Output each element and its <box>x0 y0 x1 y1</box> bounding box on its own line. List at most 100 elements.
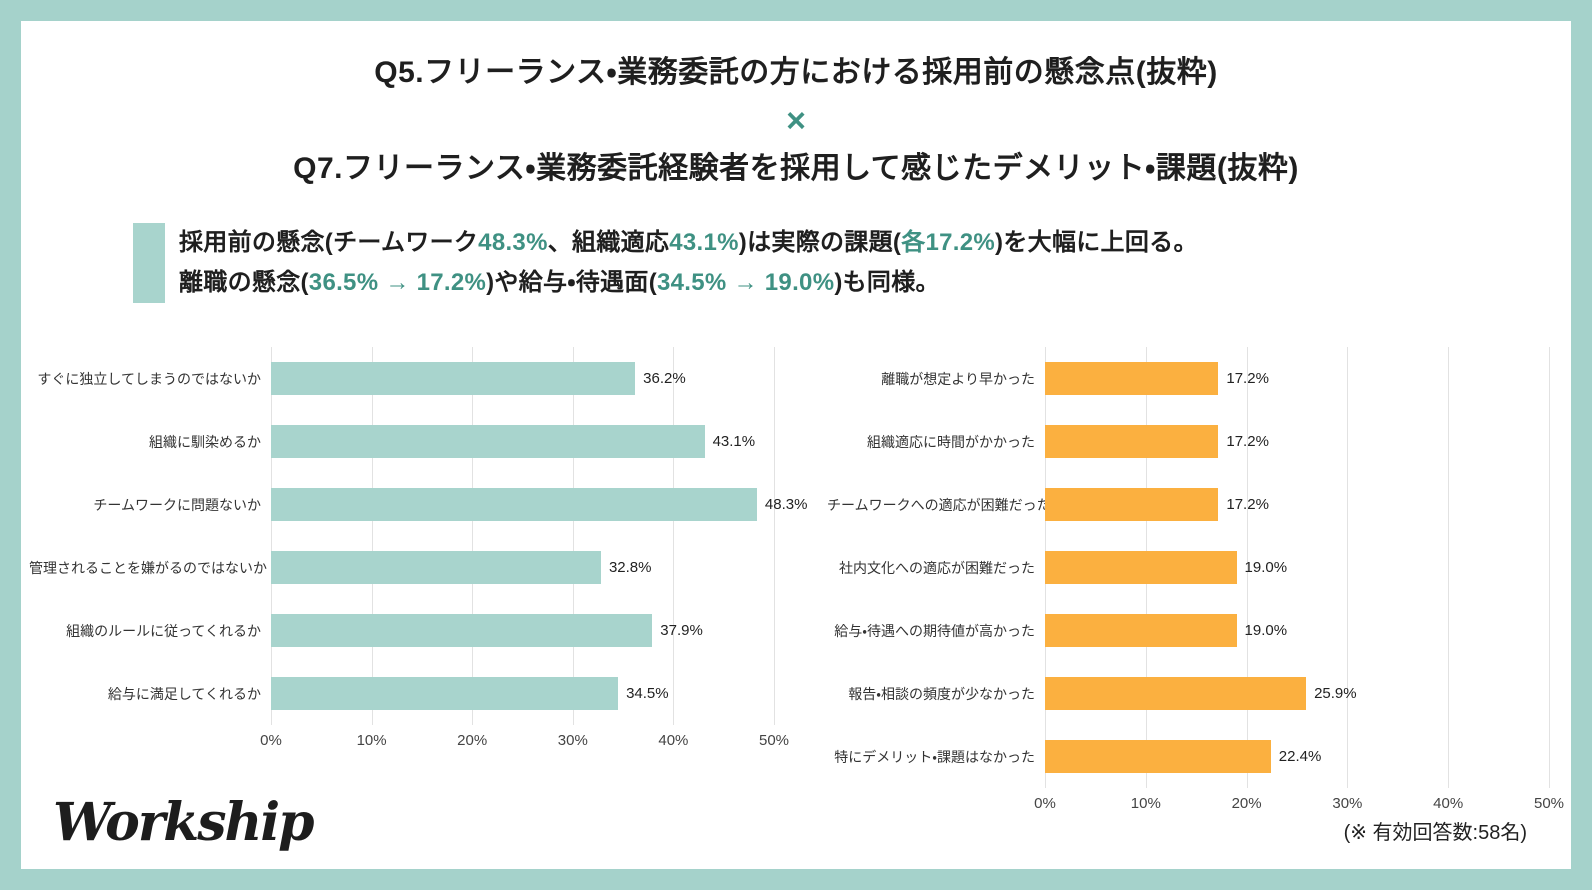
bar-track: 17.2% <box>1045 347 1549 410</box>
axis-tick-label: 30% <box>1332 795 1363 812</box>
bar <box>271 425 705 458</box>
axis-tick-label: 40% <box>658 732 689 749</box>
workship-logo: Workship <box>53 792 314 853</box>
value-label: 34.5% <box>626 685 669 702</box>
category-label: 社内文化への適応が困難だった <box>839 559 1035 576</box>
gridline <box>572 347 574 725</box>
bar-row: 管理されることを嫌がるのではないか 32.8% <box>29 536 774 599</box>
highlighted-stat: 36.5% → 17.2% <box>308 269 487 296</box>
bar <box>271 362 636 395</box>
category-label: 組織のルールに従ってくれるか <box>66 622 261 639</box>
value-label: 48.3% <box>764 496 808 513</box>
gridline <box>673 347 675 725</box>
value-label: 17.2% <box>1226 370 1269 387</box>
axis-tick-label: 0% <box>260 732 282 749</box>
valid-responses-note: (※ 有効回答数:58名) <box>1343 822 1527 844</box>
bar <box>1045 740 1271 773</box>
axis-tick-label: 10% <box>356 732 387 749</box>
highlighted-stat: 34.5% → 19.0% <box>657 269 835 296</box>
gridline <box>1448 347 1450 788</box>
summary-segment: 採用前の懸念(チームワーク <box>179 229 479 256</box>
multiply-separator: × <box>786 102 806 140</box>
gridline <box>271 347 272 725</box>
axis-tick-label: 50% <box>758 732 790 749</box>
value-label: 17.2% <box>1226 433 1269 450</box>
value-label: 19.0% <box>1244 559 1288 576</box>
bar <box>271 488 757 521</box>
bar <box>1045 551 1237 584</box>
chart-rows: 離職が想定より早かった 17.2% 組織適応に時間がかかった 17.2% チームワークへ… <box>827 347 1550 788</box>
summary-segment: 離職の懸念( <box>179 269 309 296</box>
gridline <box>1549 347 1550 788</box>
category-label: チームワークに問題ないか <box>93 496 261 513</box>
chart-rows: すぐに独立してしまうのではないか 36.2% 組織に馴染めるか 43.1% チームワーク… <box>29 347 807 725</box>
bar <box>271 551 601 584</box>
axis-tick-label: 10% <box>1130 795 1161 812</box>
value-label: 37.9% <box>660 622 703 639</box>
value-label: 19.0% <box>1244 622 1288 639</box>
bar-row: 給与・待遇への期待値が高かった 19.0% <box>827 599 1549 662</box>
axis-spacer <box>29 725 271 755</box>
bar-row: すぐに独立してしまうのではないか 36.2% <box>29 347 774 410</box>
highlighted-stat: 各17.2% <box>901 229 996 256</box>
gridline <box>371 347 373 725</box>
summary-segment: 、組織適応 <box>547 229 670 256</box>
axis-track: 0% 10% 20% 30% 40% 50% <box>1034 788 1564 818</box>
gridline <box>1347 347 1349 788</box>
category-label: 特にデメリット・課題はなかった <box>834 748 1035 765</box>
x-axis: 0% 10% 20% 30% 40% 50% <box>29 725 789 755</box>
bar <box>271 677 619 710</box>
bar-row: 組織に馴染めるか 43.1% <box>29 410 774 473</box>
value-label: 43.1% <box>712 433 756 450</box>
bar-track: 32.8% <box>271 536 774 599</box>
bar-row: 組織のルールに従ってくれるか 37.9% <box>29 599 774 662</box>
summary-text: 採用前の懸念(チームワーク48.3%、組織適応43.1%)は実際の課題(各17.… <box>179 223 1198 303</box>
header: Q5.フリーランス・業務委託の方における採用前の懸念点(抜粋) × Q7.フリー… <box>21 21 1571 191</box>
category-label: 離職が想定より早かった <box>881 370 1035 387</box>
bar-track: 36.2% <box>271 347 774 410</box>
bar-track: 19.0% <box>1045 599 1549 662</box>
bar-track: 48.3% <box>271 473 807 536</box>
category-label: 組織に馴染めるか <box>149 433 261 450</box>
bar-track: 19.0% <box>1045 536 1549 599</box>
accent-bar <box>133 223 165 303</box>
category-label: 給与・待遇への期待値が高かった <box>834 622 1035 639</box>
highlighted-stat: 48.3% <box>478 229 548 256</box>
gridline <box>472 347 474 725</box>
bar <box>271 614 653 647</box>
bar-track: 17.2% <box>1045 473 1549 536</box>
gridline <box>1246 347 1248 788</box>
bar-row: 社内文化への適応が困難だった 19.0% <box>827 536 1549 599</box>
value-label: 25.9% <box>1314 685 1357 702</box>
summary-segment: )も同様。 <box>834 269 940 296</box>
category-label: 給与に満足してくれるか <box>107 685 261 702</box>
value-label: 36.2% <box>643 370 686 387</box>
gridline <box>774 347 775 725</box>
category-label: 報告・相談の頻度が少なかった <box>848 685 1035 702</box>
axis-tick-label: 30% <box>557 732 588 749</box>
category-label: すぐに独立してしまうのではないか <box>37 370 261 387</box>
axis-tick-label: 50% <box>1533 795 1565 812</box>
bar-row: チームワークに問題ないか 48.3% <box>29 473 807 536</box>
bar <box>1045 677 1307 710</box>
bar-track: 22.4% <box>1045 725 1549 788</box>
pre-hire-concerns-chart: すぐに独立してしまうのではないか 36.2% 組織に馴染めるか 43.1% チームワーク… <box>29 347 807 755</box>
highlighted-stat: 43.1% <box>669 229 739 256</box>
content-area: Q5.フリーランス・業務委託の方における採用前の懸念点(抜粋) × Q7.フリー… <box>21 21 1571 869</box>
bar-track: 25.9% <box>1045 662 1549 725</box>
title-q7: Q7.フリーランス・業務委託経験者を採用して感じたデメリット・課題(抜粋) <box>293 152 1299 185</box>
bar-track: 37.9% <box>271 599 774 662</box>
bar-track: 17.2% <box>1045 410 1549 473</box>
value-label: 32.8% <box>608 559 652 576</box>
bar-track: 43.1% <box>271 410 774 473</box>
bar-row: 給与に満足してくれるか 34.5% <box>29 662 774 725</box>
summary-segment: )は実際の課題( <box>738 229 902 256</box>
axis-spacer <box>827 788 1045 818</box>
bar <box>1045 425 1219 458</box>
axis-track: 0% 10% 20% 30% 40% 50% <box>260 725 789 755</box>
category-label: 管理されることを嫌がるのではないか <box>29 559 267 576</box>
value-label: 22.4% <box>1278 748 1322 765</box>
category-label: チームワークへの適応が困難だった <box>827 496 1051 513</box>
post-hire-issues-chart: 離職が想定より早かった 17.2% 組織適応に時間がかかった 17.2% チームワークへ… <box>827 347 1564 818</box>
summary-line-2: 離職の懸念(36.5% → 17.2%)や給与・待遇面(34.5% → 19.0… <box>179 263 1198 303</box>
